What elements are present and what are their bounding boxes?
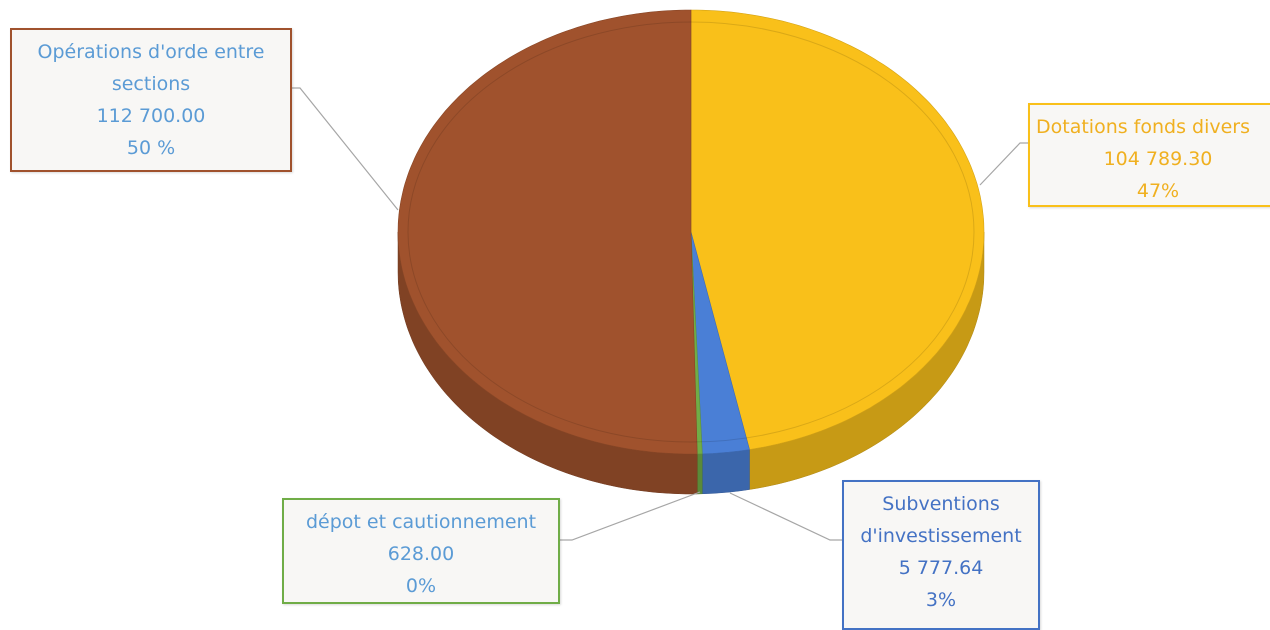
data-callout: dépot et cautionnement 628.00 0% [282,498,560,604]
category-label: Subventions d'investissement [860,493,1022,547]
data-callout: Dotations fonds divers 104 789.30 47% [1028,103,1270,207]
slice [690,9,985,450]
percent-label: 50 % [126,137,176,159]
data-callout: Opérations d'orde entre sections 112 700.… [10,28,292,172]
bevel-ring [407,21,975,443]
leader-line [560,491,701,541]
value-label: 104 789.30 [1103,148,1213,170]
category-label: Opérations d'orde entre sections [37,41,265,95]
category-label: dépot et cautionnement [305,511,537,533]
slice [690,231,750,455]
percent-label: 3% [925,589,957,611]
data-callout: Subventions d'investissement 5 777.64 3% [842,480,1040,630]
value-label: 5 777.64 [898,557,984,579]
category-label: Dotations fonds divers [1036,116,1251,138]
leader-line [292,87,399,211]
slice-side [696,453,703,495]
leader-line [729,492,842,541]
slice-side [702,449,750,495]
value-label: 628.00 [387,543,455,565]
percent-label: 47% [1136,180,1180,202]
leader-line [979,142,1028,186]
value-label: 112 700.00 [96,105,206,127]
slice [397,9,698,455]
percent-label: 0% [405,575,437,597]
